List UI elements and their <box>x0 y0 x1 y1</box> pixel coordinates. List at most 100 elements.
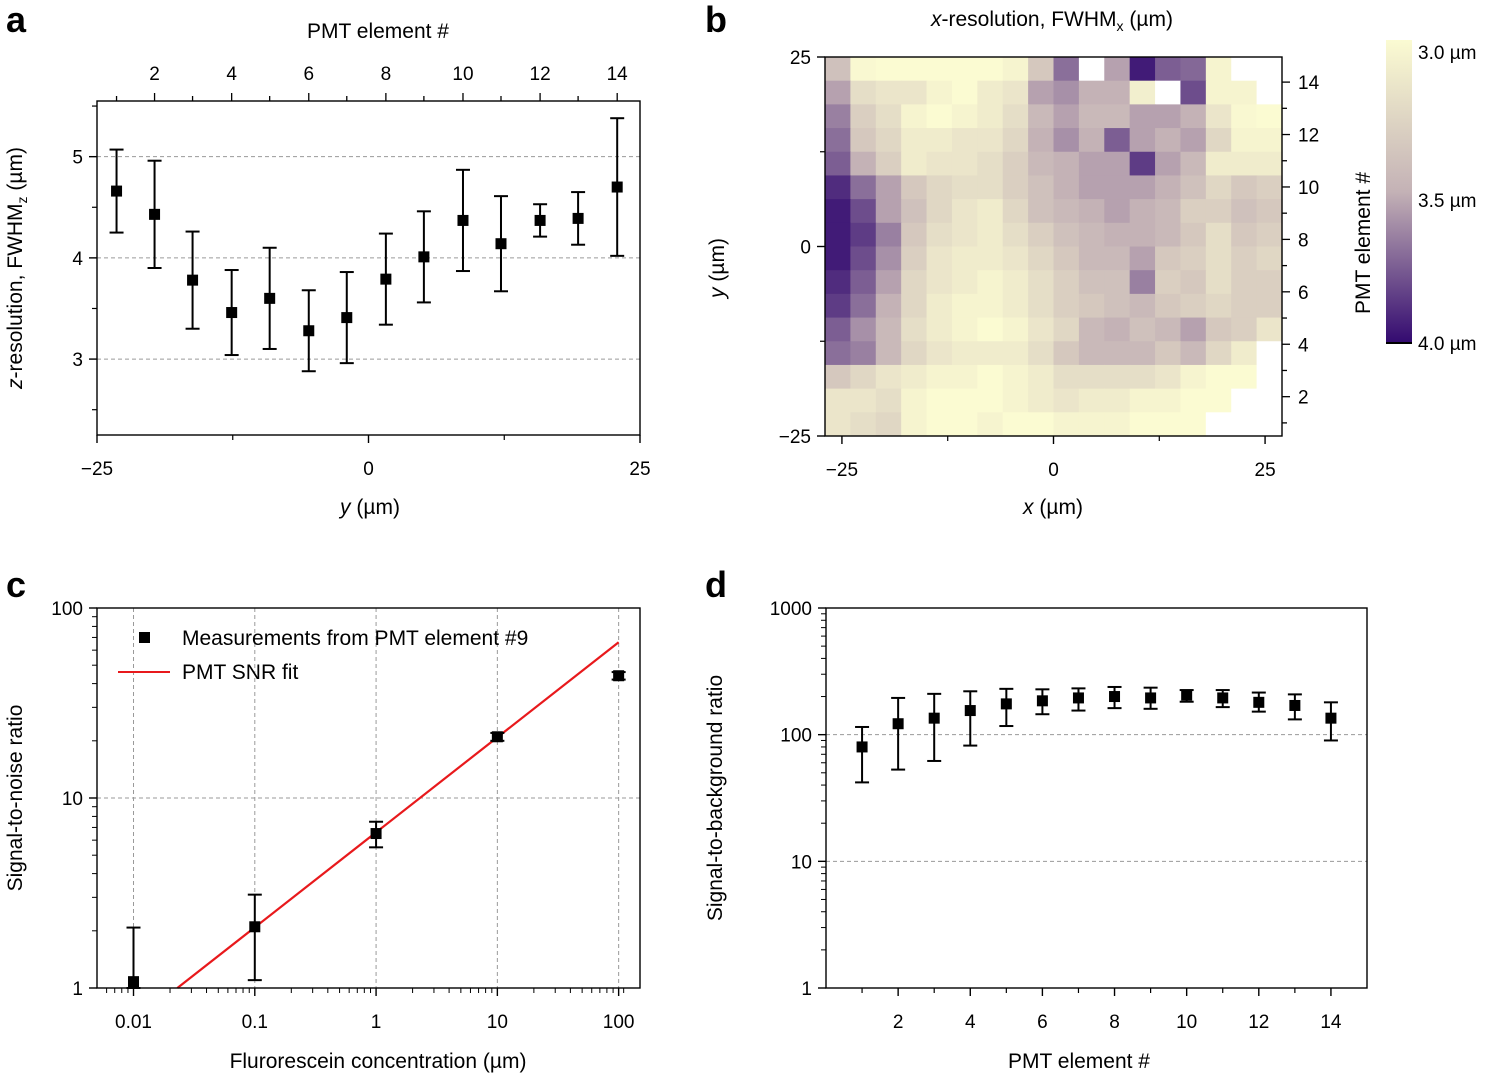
b-heatmap-cell <box>1078 151 1105 177</box>
b-heatmap-cell <box>926 246 953 271</box>
b-heatmap-cell <box>1078 246 1105 271</box>
a-top-tick-label: 4 <box>226 64 237 85</box>
b-heatmap-cell <box>901 293 928 319</box>
b-heatmap-cell <box>1078 222 1105 248</box>
b-heatmap-cell <box>1180 364 1207 390</box>
b-heatmap-cell <box>1104 293 1131 319</box>
b-heatmap-cell <box>1205 388 1232 413</box>
b-heatmap-cell <box>825 199 851 224</box>
c-gridlines <box>97 607 640 988</box>
b-heatmap-cell <box>1129 175 1156 200</box>
b-heatmap-cell <box>825 270 851 295</box>
c-data-points <box>126 670 626 989</box>
b-heatmap-cell <box>1180 199 1207 224</box>
b-heatmap-cell <box>1104 128 1131 153</box>
b-heatmap-cell <box>1155 246 1182 271</box>
b-heatmap-cell <box>1028 104 1055 129</box>
b-heatmap-cell <box>825 412 851 437</box>
b-heatmap-cell <box>977 388 1004 413</box>
b-heatmap-cell <box>1256 246 1283 271</box>
b-heatmap-cell <box>1104 199 1131 224</box>
b-heatmap-cell <box>977 412 1004 437</box>
b-heatmap-cell <box>1205 293 1232 319</box>
c-legend-fit: PMT SNR fit <box>182 661 298 684</box>
d-xtick-label: 2 <box>893 1012 904 1033</box>
b-heatmap-cell <box>1231 388 1258 413</box>
a-point-13 <box>572 212 584 224</box>
b-heatmap-cell <box>901 364 928 390</box>
b-heatmap-cell <box>926 341 953 366</box>
b-right-tick-label: 6 <box>1298 283 1309 304</box>
b-ytick-label: −25 <box>779 427 811 448</box>
b-heatmap-cell <box>1205 364 1232 390</box>
b-heatmap-cell <box>1053 270 1080 295</box>
c-point-5 <box>613 670 625 682</box>
d-point-1 <box>856 741 868 753</box>
b-heatmap-cell <box>951 222 978 248</box>
b-heatmap-cell <box>926 293 953 319</box>
b-heatmap-cell <box>1231 341 1258 366</box>
b-heatmap-cell <box>1180 80 1207 105</box>
b-heatmap-cell <box>875 412 902 437</box>
a-top-tick-label: 6 <box>303 64 314 85</box>
a-ticks: −25 0 25 3 4 5 2 4 6 8 10 12 14 <box>72 64 650 480</box>
b-heatmap-cell <box>1002 412 1029 437</box>
b-xtick-label: 0 <box>1048 460 1059 481</box>
b-heatmap-cell <box>850 128 877 153</box>
b-right-tick-label: 14 <box>1298 73 1320 94</box>
b-heatmap-cell <box>850 222 877 248</box>
b-heatmap-cell <box>1002 293 1029 319</box>
d-point-6 <box>1036 695 1048 707</box>
b-right-label: PMT element # <box>1352 172 1375 314</box>
b-heatmap-cell <box>1129 246 1156 271</box>
a-point-2 <box>149 208 161 220</box>
b-heatmap-cell <box>1231 412 1258 437</box>
b-heatmap-cell <box>1155 151 1182 177</box>
b-heatmap-cell <box>1002 175 1029 200</box>
b-heatmap-cell <box>901 341 928 366</box>
b-heatmap-cell <box>1002 222 1029 248</box>
b-heatmap-cell <box>1256 317 1283 342</box>
a-top-tick-label: 10 <box>452 64 473 85</box>
b-heatmap-cell <box>951 80 978 105</box>
b-heatmap-cell <box>1129 128 1156 153</box>
b-heatmap-cell <box>1129 57 1156 82</box>
b-heatmap-cell <box>1129 151 1156 177</box>
b-heatmap-cell <box>1002 151 1029 177</box>
b-right-tick-label: 10 <box>1298 178 1319 199</box>
b-heatmap-cell <box>1231 128 1258 153</box>
c-xtick-label: 1 <box>371 1012 382 1033</box>
b-heatmap-cell <box>1053 388 1080 413</box>
d-xlabel: PMT element # <box>1008 1050 1150 1073</box>
a-point-9 <box>418 251 430 263</box>
b-heatmap-cell <box>1180 388 1207 413</box>
b-heatmap-cell <box>875 80 902 105</box>
a-top-tick-label: 8 <box>381 64 392 85</box>
d-ytick-label: 1000 <box>770 599 812 620</box>
b-heatmap-cell <box>1155 270 1182 295</box>
b-heatmap-cell <box>977 246 1004 271</box>
b-heatmap-cell <box>1155 317 1182 342</box>
b-heatmap-cell <box>1256 293 1283 319</box>
b-heatmap-cell <box>1078 270 1105 295</box>
b-heatmap-cell <box>1231 317 1258 342</box>
b-heatmap-cell <box>1231 151 1258 177</box>
d-point-5 <box>1000 698 1012 710</box>
c-ytick-label: 100 <box>51 599 83 620</box>
b-heatmap-cell <box>1078 104 1105 129</box>
b-heatmap-cell <box>926 317 953 342</box>
c-fit-line-group <box>176 641 620 989</box>
b-heatmap-cell <box>1053 364 1080 390</box>
c-xtick-label: 0.1 <box>242 1012 268 1033</box>
b-heatmap-cell <box>1053 57 1080 82</box>
b-heatmap-cell <box>1104 175 1131 200</box>
b-heatmap-cell <box>1256 364 1283 390</box>
b-heatmap-cell <box>951 128 978 153</box>
b-heatmap-cell <box>951 199 978 224</box>
b-heatmap-cell <box>951 175 978 200</box>
b-heatmap-cell <box>1180 104 1207 129</box>
b-heatmap-cell <box>1129 104 1156 129</box>
b-heatmap-cell <box>1129 80 1156 105</box>
b-title: x-resolution, FWHMx (µm) <box>930 8 1173 34</box>
b-heatmap-cell <box>1205 246 1232 271</box>
